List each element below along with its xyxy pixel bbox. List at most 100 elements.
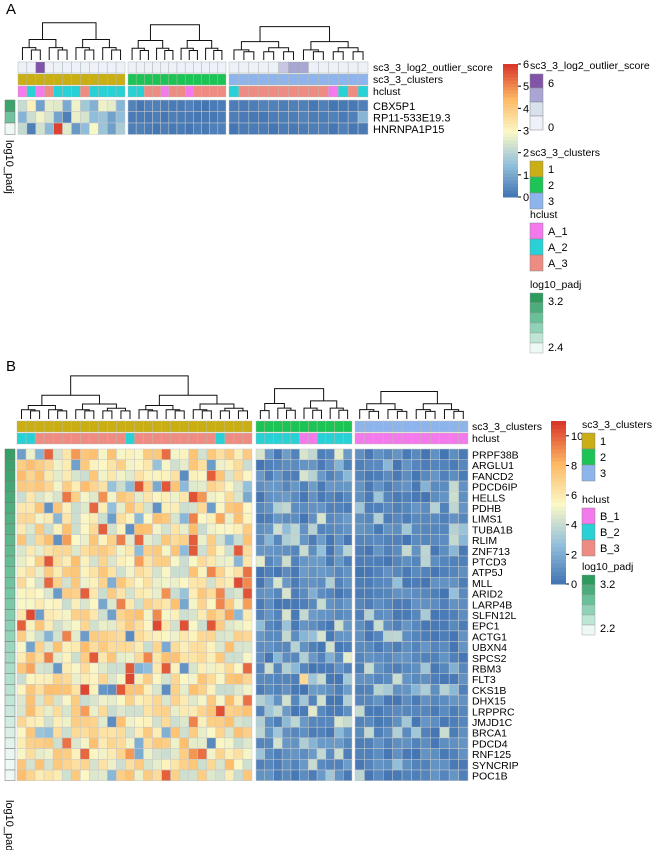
heatmap-cell [144, 122, 153, 135]
heatmap-cell [43, 630, 54, 642]
heatmap-cell [290, 684, 300, 696]
colorbar-b-segment [551, 522, 566, 528]
heatmap-cell [53, 122, 63, 135]
heatmap-cell [325, 502, 335, 514]
heatmap-cell [188, 555, 199, 567]
legend-hclust-a-swatch [529, 222, 544, 240]
cluster-cell [392, 420, 403, 433]
heatmap-cell [224, 609, 235, 621]
heatmap-cell [364, 673, 375, 685]
cluster-cell [152, 73, 161, 86]
heatmap-cell [106, 99, 117, 112]
heatmap-cell [411, 534, 422, 546]
heatmap-cell [52, 716, 63, 728]
heatmap-cell [161, 587, 171, 600]
heatmap-cell [206, 609, 217, 621]
heatmap-cell [106, 122, 117, 135]
heatmap-cell [161, 448, 171, 460]
heatmap-cell [161, 609, 171, 621]
cluster-cell [89, 73, 99, 86]
colorbar-a-segment [503, 153, 518, 158]
heatmap-cell [343, 587, 353, 600]
dendrogram-branch [102, 410, 113, 419]
heatmap-cell [233, 684, 244, 696]
heatmap-cell [152, 630, 162, 642]
heatmap-cell [281, 534, 292, 546]
heatmap-cell [107, 726, 117, 739]
heatmap-cell [43, 652, 54, 664]
heatmap-cell [354, 716, 365, 728]
heatmap-cell [458, 555, 469, 567]
heatmap-cell [224, 566, 235, 578]
heatmap-cell [392, 448, 403, 460]
heatmap-cell [188, 459, 199, 471]
cluster-cell [184, 73, 194, 86]
heatmap-cell [364, 769, 375, 781]
heatmap-cell [16, 545, 27, 557]
heatmap-cell [430, 748, 441, 760]
hclust-cell [16, 432, 27, 445]
heatmap-cell [364, 716, 375, 728]
colorbar-a-tick-label: 6 [523, 59, 529, 71]
heatmap-cell [278, 111, 289, 124]
dendrogram-branch [21, 409, 36, 419]
heatmap-cell [25, 555, 36, 567]
dendrogram-branch [84, 49, 95, 60]
heatmap-cell [281, 512, 292, 525]
heatmap-cell [107, 694, 117, 707]
colorbar-a-segment [503, 117, 518, 122]
heatmap-cell [373, 684, 384, 696]
heatmap-cell [61, 737, 72, 749]
heatmap-cell [70, 566, 81, 578]
heatmap-cell [299, 619, 309, 632]
heatmap-cell [373, 726, 384, 739]
legend-padj-a-title: log10_padj [530, 279, 581, 291]
heatmap-cell [233, 769, 244, 781]
heatmap-cell [61, 662, 72, 674]
heatmap-cell [61, 448, 72, 460]
heatmap-cell [52, 480, 63, 493]
heatmap-cell [161, 619, 171, 632]
heatmap-cell [125, 684, 135, 696]
heatmap-cell [439, 480, 450, 493]
heatmap-cell [80, 512, 90, 525]
heatmap-cell [170, 598, 180, 610]
heatmap-cell [16, 480, 27, 493]
heatmap-cell [52, 684, 63, 696]
heatmap-cell [334, 694, 344, 707]
heatmap-cell [62, 111, 72, 124]
heatmap-cell [179, 448, 189, 460]
heatmap-cell [80, 769, 90, 781]
heatmap-cell [430, 652, 441, 664]
row-label: SYNCRIP [472, 760, 519, 772]
heatmap-cell [116, 609, 126, 621]
legend-padj-swatch [529, 322, 544, 334]
heatmap-cell [152, 726, 162, 739]
heatmap-cell [34, 512, 45, 525]
heatmap-cell [43, 759, 54, 771]
outlier-cell [248, 61, 259, 74]
heatmap-cell [16, 448, 27, 460]
heatmap-cell [364, 619, 375, 632]
heatmap-cell [401, 673, 412, 685]
heatmap-cell [458, 662, 469, 674]
heatmap-cell [143, 502, 153, 514]
heatmap-cell [354, 726, 365, 739]
heatmap-cell [43, 619, 54, 632]
heatmap-cell [273, 630, 283, 642]
heatmap-cell [316, 684, 327, 696]
heatmap-cell [401, 555, 412, 567]
hclust-cell [401, 432, 412, 445]
heatmap-cell [25, 480, 36, 493]
heatmap-cell [61, 598, 72, 610]
heatmap-cell [197, 523, 208, 535]
heatmap-cell [392, 598, 403, 610]
heatmap-cell [439, 512, 450, 525]
heatmap-cell [308, 598, 318, 610]
heatmap-cell [316, 577, 327, 589]
heatmap-cell [16, 491, 27, 503]
heatmap-cell [255, 448, 265, 460]
padj-cell [4, 523, 16, 535]
heatmap-cell [80, 748, 90, 760]
heatmap-cell [80, 726, 90, 739]
